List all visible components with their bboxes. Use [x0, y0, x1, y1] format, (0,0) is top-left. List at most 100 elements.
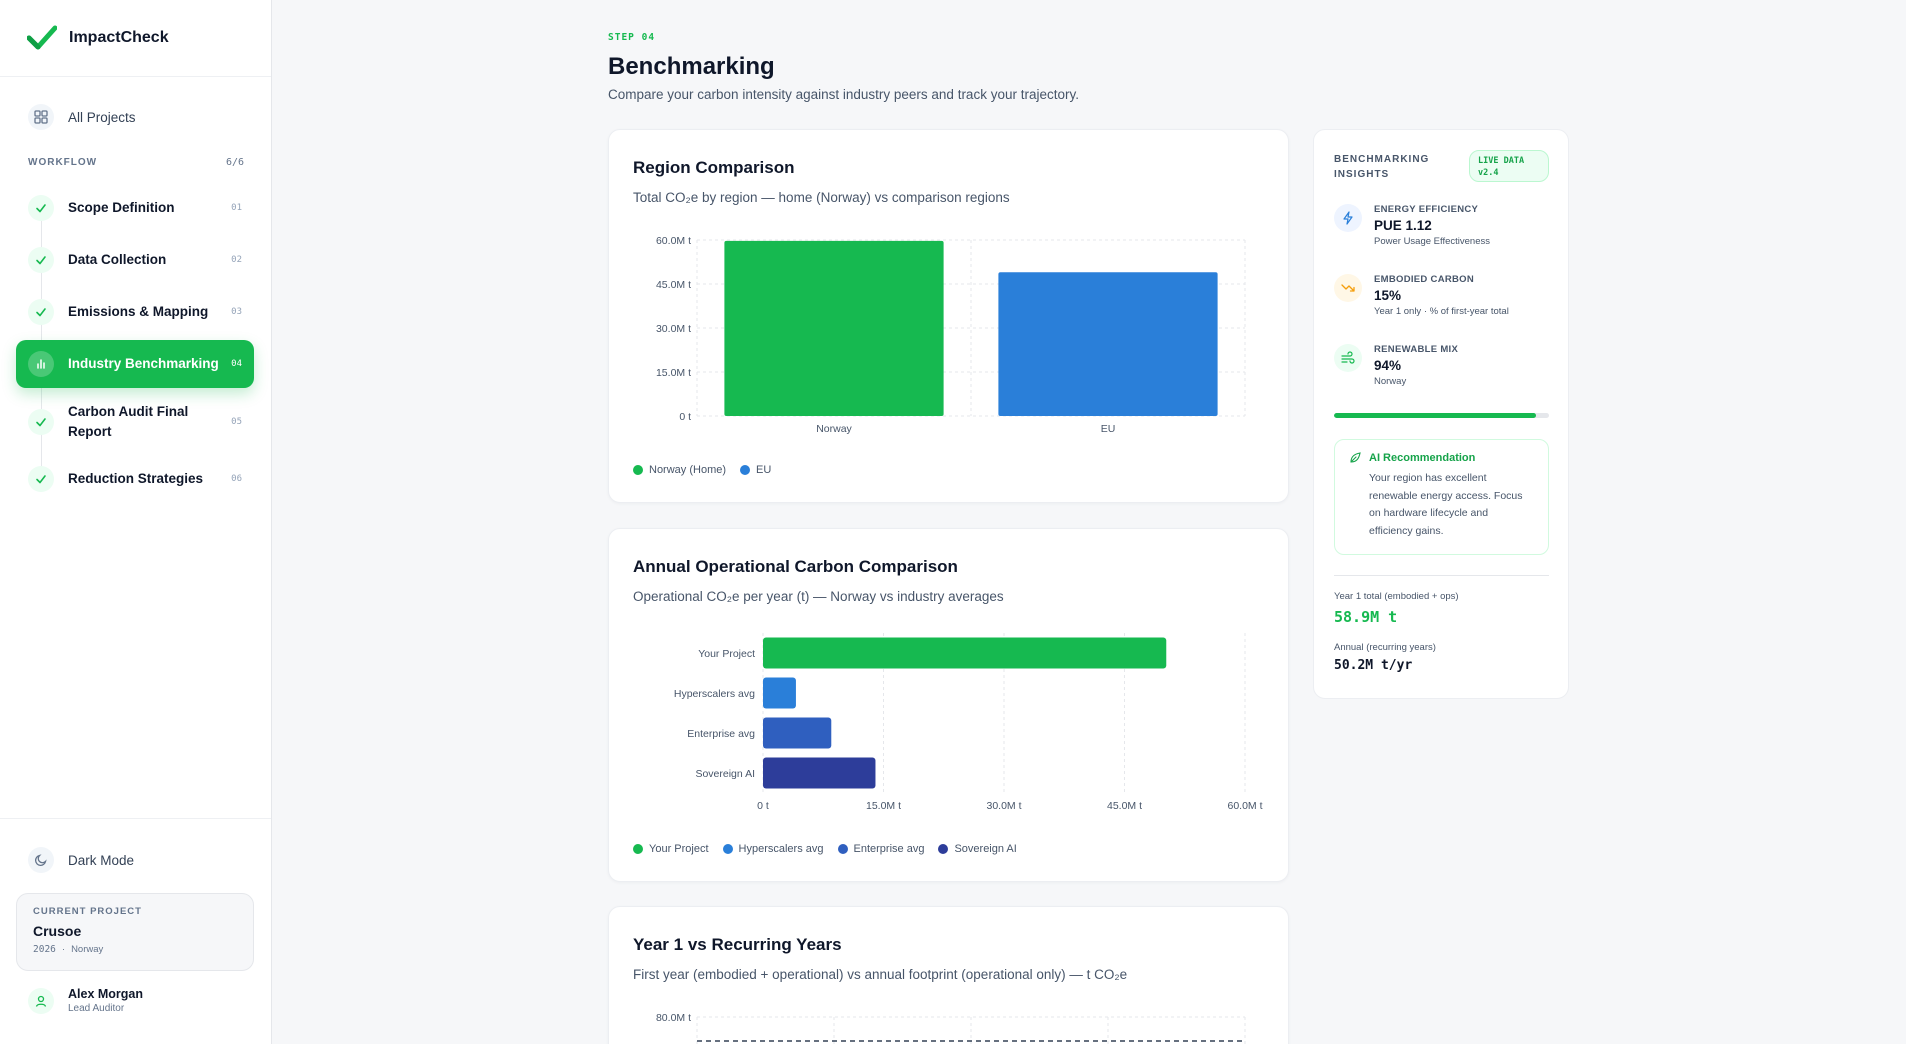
leaf-icon [1350, 452, 1361, 463]
user-icon [28, 987, 54, 1014]
bar [763, 757, 876, 789]
workflow-header: WORKFLOW 6/6 [28, 157, 244, 168]
renewable-progress-fill [1334, 413, 1537, 418]
bar [998, 272, 1218, 416]
card-subtitle: Total CO₂e by region — home (Norway) vs … [633, 190, 1010, 205]
brand-name: ImpactCheck [69, 29, 169, 46]
embodied-carbon-metric: EMBODIED CARBON 15% Year 1 only · % of f… [1334, 274, 1509, 317]
step-reduction-strategies[interactable]: Reduction Strategies 06 [16, 455, 254, 503]
step-carbon-audit-final-report[interactable]: Carbon Audit Final Report 05 [16, 398, 254, 446]
legend-dot [633, 844, 643, 854]
current-project-year: 2026 [33, 944, 56, 955]
step-label: Data Collection [68, 252, 167, 267]
annual-recurring-label: Annual (recurring years) [1334, 642, 1436, 653]
x-tick-label: EU [1101, 423, 1116, 435]
step-tag: STEP 04 [608, 32, 656, 43]
check-icon [28, 466, 54, 492]
step-emissions-mapping[interactable]: Emissions & Mapping 03 [16, 288, 254, 336]
legend-label: EU [756, 464, 772, 476]
meta-separator: · [61, 944, 66, 955]
x-tick-label: 60.0M t [1227, 800, 1262, 812]
trending-down-icon [1334, 274, 1362, 302]
live-data-badge: LIVE DATA v2.4 [1469, 150, 1549, 182]
current-project-region: Norway [71, 944, 104, 955]
check-icon [28, 299, 54, 325]
x-tick-label: 30.0M t [986, 800, 1021, 812]
annual-hbar-chart: 0 t 15.0M t 30.0M t 45.0M t 60.0M t Your Proj… [674, 633, 1263, 812]
current-project-heading: CURRENT PROJECT [33, 906, 142, 917]
metric-label: ENERGY EFFICIENCY [1374, 204, 1479, 215]
current-project-card[interactable]: CURRENT PROJECT Crusoe 2026 · Norway [16, 893, 254, 971]
y-tick-label: 45.0M t [656, 279, 691, 291]
legend-item[interactable]: Your Project [633, 843, 709, 855]
checkmark-logo-icon [27, 25, 57, 50]
all-projects-label: All Projects [68, 109, 136, 125]
dark-mode-toggle[interactable]: Dark Mode [28, 847, 134, 873]
y-tick-label: 80.0M t [656, 1012, 691, 1024]
legend-item[interactable]: Enterprise avg [837, 843, 924, 855]
step-label: Scope Definition [68, 200, 175, 215]
bar-chart-icon [28, 351, 54, 377]
legend-item[interactable]: Norway (Home) [633, 464, 726, 476]
page-subtitle: Compare your carbon intensity against in… [608, 87, 1079, 102]
y-tick-label: Sovereign AI [695, 768, 755, 780]
step-label: Carbon Audit Final Report [68, 404, 189, 439]
benchmarking-insights-panel: BENCHMARKING INSIGHTS LIVE DATA v2.4 ENE… [1313, 129, 1569, 699]
metric-note: Power Usage Effectiveness [1374, 236, 1490, 247]
x-tick-label: 15.0M t [866, 800, 901, 812]
card-title: Region Comparison [633, 158, 795, 177]
current-project-name: Crusoe [33, 923, 82, 939]
bar [763, 637, 1167, 669]
moon-icon [28, 847, 54, 873]
x-tick-label: 0 t [757, 800, 769, 812]
check-icon [28, 195, 54, 221]
x-tick-label: Norway [816, 423, 852, 435]
all-projects-link[interactable]: All Projects [16, 100, 254, 134]
user-profile[interactable]: Alex Morgan Lead Auditor [28, 987, 143, 1014]
brand[interactable]: ImpactCheck [0, 0, 271, 77]
step-number: 02 [231, 255, 242, 265]
metric-note: Norway [1374, 376, 1407, 387]
step-number: 05 [231, 417, 242, 427]
step-industry-benchmarking[interactable]: Industry Benchmarking 04 [16, 340, 254, 388]
bar [763, 677, 796, 709]
step-scope-definition[interactable]: Scope Definition 01 [16, 184, 254, 232]
metric-value: PUE 1.12 [1374, 218, 1432, 233]
ai-recommendation-header: AI Recommendation [1349, 452, 1534, 464]
wind-icon [1334, 344, 1362, 372]
legend-label: Hyperscalers avg [738, 843, 824, 855]
metric-label: RENEWABLE MIX [1374, 344, 1459, 355]
y-tick-label: 15.0M t [656, 367, 691, 379]
legend-item[interactable]: Sovereign AI [938, 843, 1017, 855]
legend-item[interactable]: EU [740, 464, 771, 476]
insights-title: BENCHMARKING INSIGHTS [1334, 154, 1430, 180]
ai-recommendation-title: AI Recommendation [1369, 452, 1476, 464]
step-number: 03 [231, 307, 242, 317]
annual-comparison-card: Annual Operational Carbon Comparison Ope… [608, 528, 1289, 882]
energy-efficiency-metric: ENERGY EFFICIENCY PUE 1.12 Power Usage E… [1334, 204, 1490, 247]
legend-dot [938, 844, 949, 854]
step-label: Reduction Strategies [68, 471, 204, 486]
metric-value: 15% [1374, 288, 1402, 303]
check-icon [28, 247, 54, 273]
divider [1334, 575, 1549, 576]
step-label: Emissions & Mapping [68, 304, 209, 319]
sidebar-footer: Dark Mode CURRENT PROJECT Crusoe 2026 · … [0, 818, 271, 1044]
year1-total-label: Year 1 total (embodied + ops) [1334, 591, 1459, 602]
step-data-collection[interactable]: Data Collection 02 [16, 236, 254, 284]
y-tick-label: Enterprise avg [687, 728, 755, 740]
current-project-meta: 2026 · Norway [33, 944, 237, 955]
annual-recurring-value: 50.2M t/yr [1334, 658, 1413, 673]
bar [763, 717, 832, 749]
region-legend: Norway (Home) EU [633, 464, 771, 476]
metric-label: EMBODIED CARBON [1374, 274, 1475, 285]
card-title: Year 1 vs Recurring Years [633, 935, 842, 954]
y-tick-label: 0 t [679, 411, 691, 423]
y-tick-label: 60.0M t [656, 235, 691, 247]
ai-recommendation-text: Your region has excellent renewable ener… [1369, 472, 1523, 537]
legend-label: Sovereign AI [954, 843, 1017, 855]
legend-item[interactable]: Hyperscalers avg [722, 843, 824, 855]
card-title: Annual Operational Carbon Comparison [633, 557, 958, 576]
year1-recurring-card: Year 1 vs Recurring Years First year (em… [608, 906, 1289, 1044]
legend-label: Norway (Home) [649, 464, 727, 476]
